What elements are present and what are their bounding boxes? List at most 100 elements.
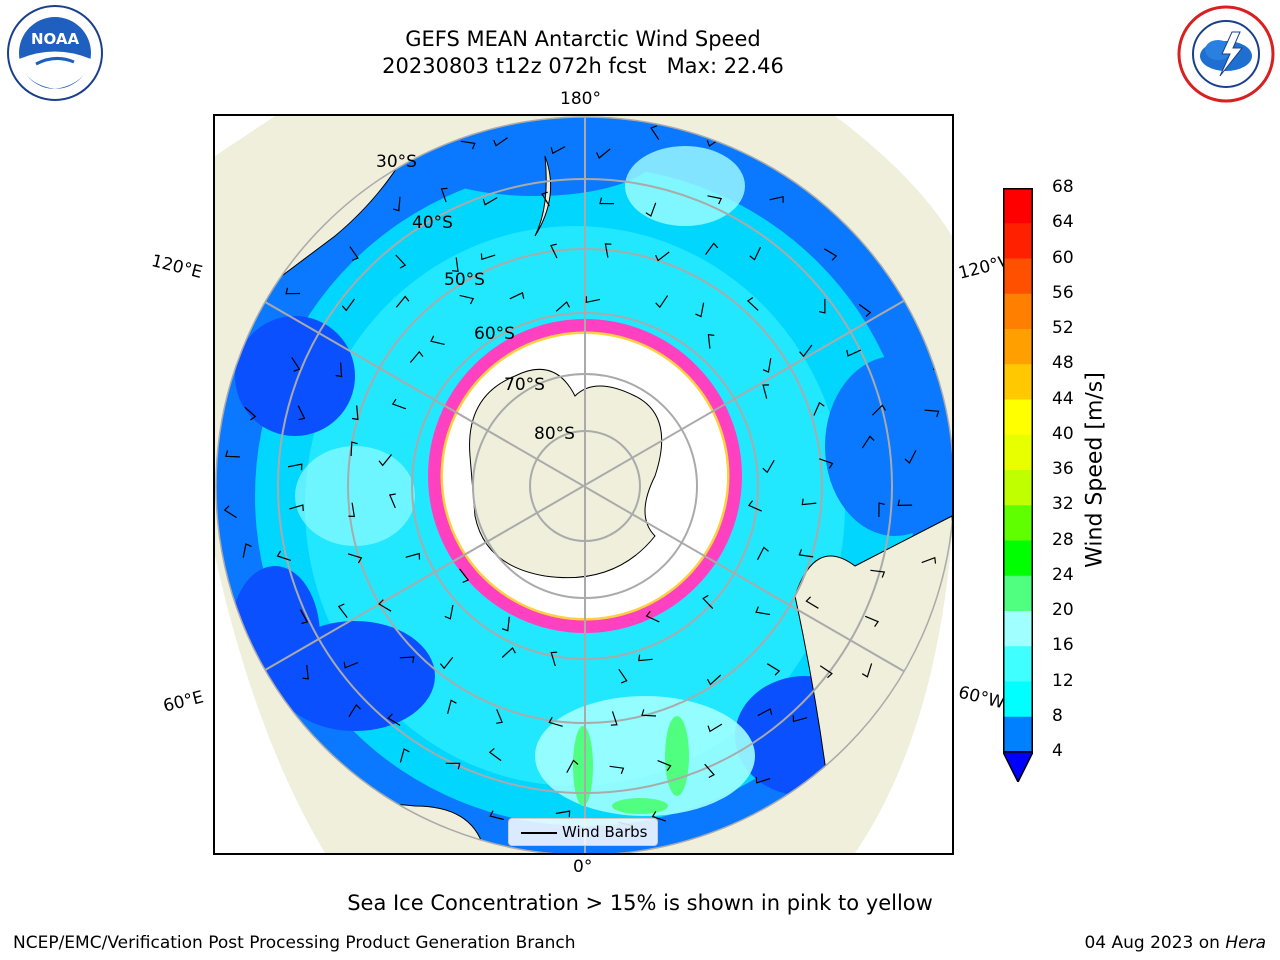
wind-barb: [897, 499, 913, 507]
wind-barb: [299, 609, 309, 625]
wind-barb: [343, 661, 359, 669]
colorbar-segment: [1003, 611, 1033, 647]
colorbar-tick-label: 36: [1052, 459, 1074, 479]
wind-barb: [707, 723, 723, 733]
wind-barb: [921, 556, 937, 564]
wind-barb: [858, 303, 872, 317]
wind-barb: [244, 406, 257, 421]
wind-barb: [707, 195, 723, 205]
colorbar-tick-label: 52: [1052, 318, 1074, 338]
map-title: GEFS MEAN Antarctic Wind Speed: [405, 27, 761, 51]
wind-barb: [409, 350, 424, 363]
wind-barb: [604, 243, 612, 258]
colorbar-segment: [1003, 434, 1033, 471]
wind-barb: [440, 187, 448, 203]
wind-barb: [399, 656, 415, 664]
colorbar-tick-label: 32: [1052, 494, 1074, 515]
wind-barb: [762, 358, 772, 373]
wind-barb: [610, 711, 618, 726]
wind-barb: [509, 291, 525, 300]
wind-barb: [638, 654, 653, 662]
colorbar-segment: [1003, 646, 1033, 682]
wind-barb: [650, 125, 660, 141]
map-canvas: [215, 116, 952, 853]
wind-barb: [702, 594, 714, 610]
lat-label-70s: 70°S: [504, 375, 545, 395]
wind-barb: [801, 498, 817, 506]
colorbar-segment: [1003, 258, 1033, 295]
wind-barb: [618, 668, 628, 684]
sea-ice-caption: Sea Ice Concentration > 15% is shown in …: [347, 891, 933, 915]
wind-barb: [707, 334, 715, 349]
wind-barb: [348, 502, 356, 518]
wind-barb: [444, 604, 454, 620]
wind-barb: [349, 246, 359, 261]
noaa-logo-text: NOAA: [31, 30, 80, 48]
wind-barb: [798, 549, 814, 558]
colorbar-tick-label: 24: [1052, 564, 1074, 585]
colorbar-segment: [1003, 364, 1033, 400]
wind-barb: [550, 146, 566, 155]
wind-barb: [480, 253, 496, 261]
wind-barb: [460, 140, 476, 150]
lon-label-120e: 120°E: [149, 251, 205, 283]
wind-barb: [541, 191, 550, 207]
wind-barb: [655, 295, 669, 309]
colorbar-segment: [1003, 540, 1033, 577]
wind-barb: [871, 404, 887, 416]
lon-label-180: 180°: [560, 89, 601, 109]
lat-label-60s: 60°S: [474, 324, 515, 344]
wind-barb: [550, 651, 558, 667]
wind-barb: [501, 616, 510, 632]
map-legend: Wind Barbs: [508, 818, 658, 846]
wind-barb: [823, 248, 838, 261]
wind-barb-legend-line: [521, 832, 557, 834]
colorbar-tick-label: 4: [1052, 741, 1063, 761]
colorbar-segment: [1003, 470, 1033, 506]
wind-barb: [705, 242, 719, 255]
wind-barb: [566, 759, 579, 773]
wind-barb: [870, 569, 886, 578]
wind-barb: [651, 811, 666, 822]
legend-label: Wind Barbs: [562, 823, 648, 841]
lon-label-60w: 60°W: [956, 682, 1007, 714]
wind-barb: [341, 298, 355, 312]
wind-barb: [846, 349, 862, 357]
lat-label-50s: 50°S: [444, 270, 485, 290]
wind-barb: [749, 246, 762, 261]
colorbar-tick-label: 56: [1052, 282, 1074, 303]
footer-branch: NCEP/EMC/Verification Post Processing Pr…: [13, 933, 576, 953]
colorbar-segment: [1003, 293, 1033, 330]
wind-barb: [641, 709, 657, 717]
wind-barb: [766, 663, 781, 676]
wind-barb: [445, 762, 461, 770]
wind-barb: [762, 459, 775, 474]
antarctic-map: [213, 114, 954, 855]
wind-barb: [347, 553, 363, 564]
footer-date: 04 Aug 2023 on Hera: [1084, 933, 1266, 953]
wind-barb: [348, 703, 361, 718]
wind-barb: [706, 674, 722, 686]
wind-barb: [225, 450, 240, 458]
wind-barb: [496, 709, 503, 724]
colorbar-tick-label: 28: [1052, 529, 1074, 550]
graticule: [216, 117, 952, 853]
wind-barb: [337, 603, 348, 618]
wind-barb: [819, 665, 833, 679]
wind-barb: [704, 763, 715, 779]
wind-barb: [302, 664, 309, 680]
colorbar-extend-triangle: [1003, 751, 1033, 782]
colorbar-tick-label: 8: [1052, 705, 1063, 726]
wind-barbs: [223, 125, 940, 832]
wind-barb: [388, 493, 396, 509]
wind-barb: [645, 202, 657, 217]
wind-barb: [378, 454, 392, 467]
colorbar-frame: [1003, 188, 1033, 753]
wind-barb: [596, 148, 611, 159]
wind-barb: [451, 257, 459, 272]
wind-barb: [805, 596, 819, 609]
colorbar-segment: [1003, 716, 1033, 753]
wind-barb: [550, 243, 558, 259]
wind-barb: [289, 504, 304, 512]
wind-barb: [657, 760, 672, 772]
